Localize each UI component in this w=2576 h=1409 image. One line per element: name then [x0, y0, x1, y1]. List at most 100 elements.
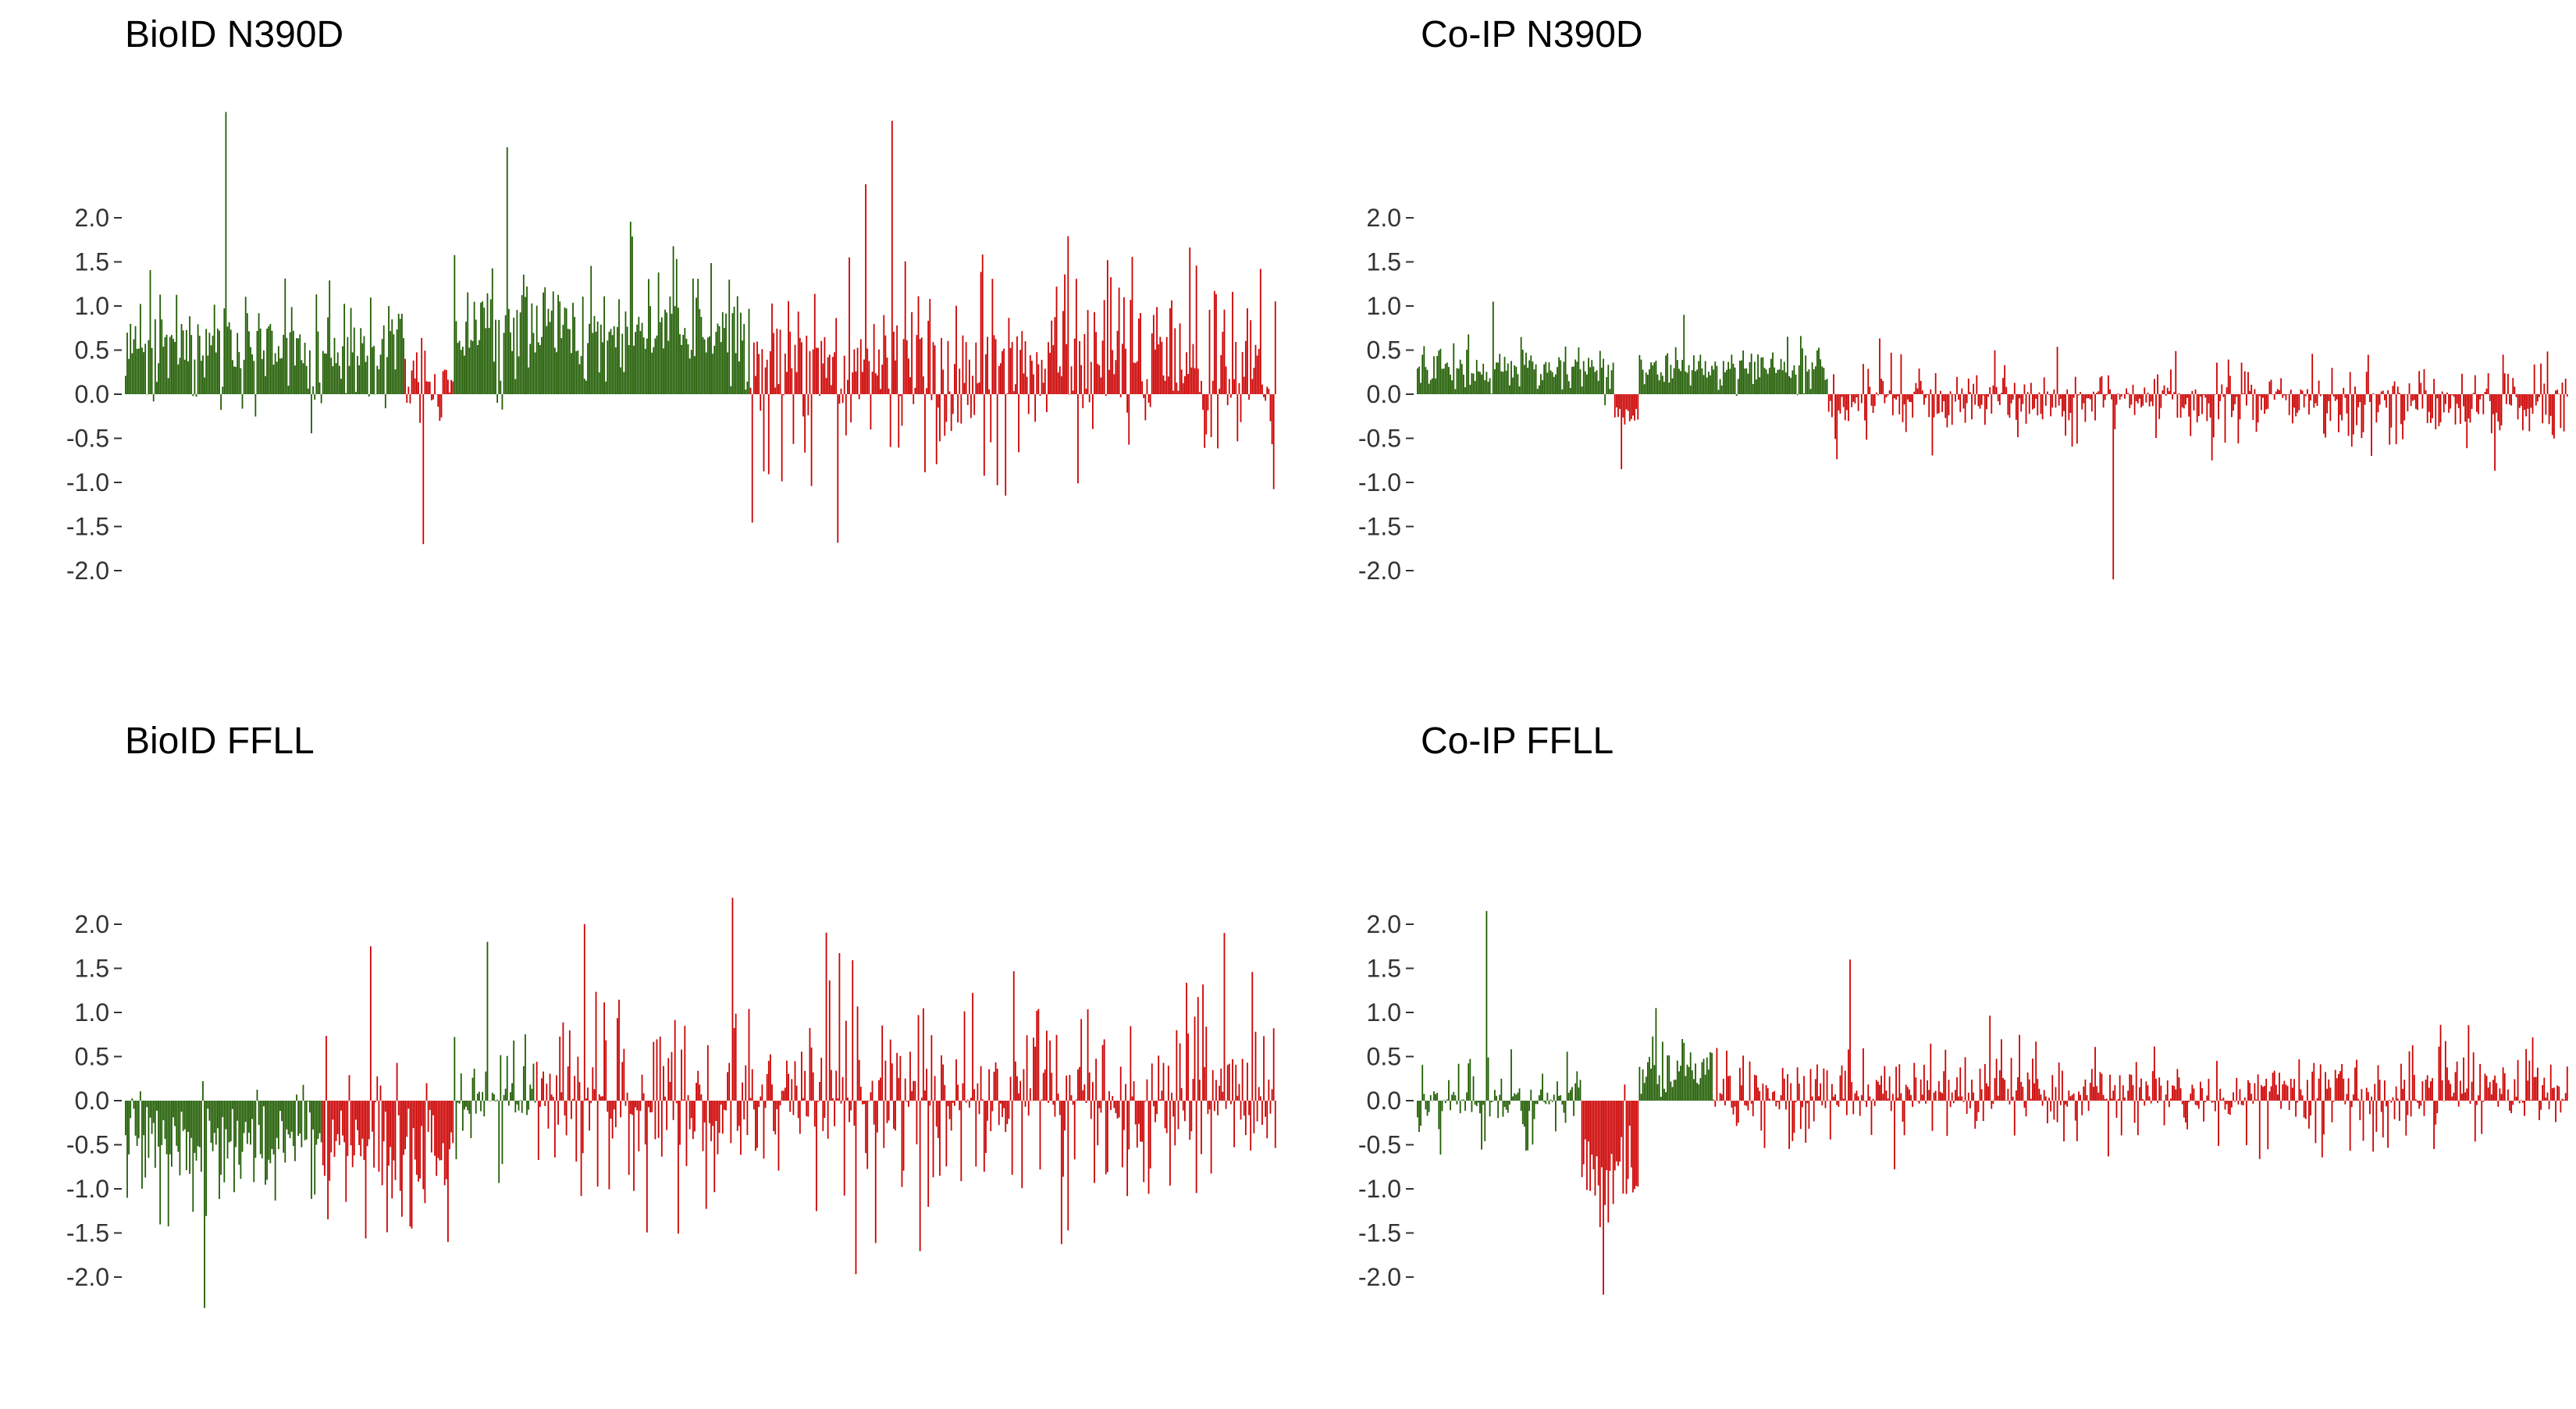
- bar: [1652, 1036, 1654, 1101]
- bar: [1272, 394, 1275, 489]
- bar: [1980, 1089, 1983, 1101]
- bar: [353, 1101, 355, 1156]
- bar: [865, 1101, 866, 1154]
- y-tick-label: 1.5: [1367, 955, 1401, 983]
- bar: [1201, 380, 1202, 394]
- bar: [1670, 1081, 1672, 1101]
- bar: [1903, 1101, 1905, 1136]
- bar: [1110, 1101, 1112, 1110]
- bar: [1973, 383, 1974, 394]
- bar: [1248, 1101, 1250, 1115]
- bar: [2063, 1101, 2065, 1142]
- bar: [375, 1101, 377, 1103]
- bar: [1635, 394, 1638, 409]
- bar: [682, 334, 685, 394]
- bar: [1795, 374, 1797, 394]
- bar: [189, 1101, 190, 1174]
- bar: [2466, 1088, 2468, 1101]
- bar: [1752, 384, 1754, 394]
- bar: [169, 1101, 171, 1155]
- bar: [458, 1101, 461, 1104]
- bar: [455, 321, 457, 394]
- bar: [1184, 375, 1186, 394]
- bar: [789, 1101, 792, 1112]
- bar: [2417, 394, 2418, 411]
- bar: [777, 1101, 780, 1171]
- bar: [1627, 394, 1629, 411]
- bar: [1581, 1101, 1583, 1177]
- bar: [2069, 394, 2072, 414]
- bar: [1966, 394, 1968, 404]
- bar: [893, 331, 895, 394]
- bar: [200, 1101, 202, 1172]
- bar: [399, 318, 401, 394]
- bar: [930, 1035, 933, 1101]
- bar: [935, 1101, 938, 1127]
- bar: [1791, 370, 1794, 394]
- bar: [2013, 382, 2016, 394]
- bar: [2023, 384, 2026, 394]
- bar: [674, 306, 676, 394]
- bar: [1930, 1043, 1932, 1101]
- bar: [329, 1101, 331, 1181]
- bar: [2197, 394, 2200, 417]
- bar: [2472, 393, 2475, 394]
- bar: [351, 352, 354, 394]
- bar: [721, 311, 724, 394]
- bar: [272, 365, 275, 394]
- bar: [1717, 390, 1720, 394]
- bar: [1468, 1063, 1470, 1101]
- bar: [1906, 1087, 1909, 1101]
- bar: [2450, 1083, 2452, 1101]
- bar: [419, 394, 421, 423]
- bar: [667, 340, 670, 394]
- bar: [470, 1101, 472, 1138]
- bar: [1248, 394, 1250, 400]
- bar: [1731, 1101, 1733, 1108]
- bar: [1578, 1087, 1580, 1101]
- bar: [1039, 1101, 1041, 1170]
- bar: [2375, 1101, 2378, 1132]
- bar: [922, 376, 924, 394]
- bar: [664, 309, 666, 394]
- bar: [756, 341, 758, 394]
- bar: [1765, 1085, 1767, 1101]
- bar: [2214, 1101, 2216, 1112]
- bar: [2096, 393, 2098, 394]
- bar: [461, 347, 464, 394]
- bar: [1829, 394, 1831, 401]
- bar: [2033, 394, 2035, 409]
- bar: [323, 353, 326, 394]
- bar: [2194, 1101, 2197, 1105]
- bar: [1805, 355, 1807, 394]
- bar: [301, 360, 303, 394]
- bar: [414, 378, 416, 394]
- bar: [2343, 1078, 2345, 1101]
- bar: [1961, 388, 1963, 394]
- bar: [937, 1101, 939, 1138]
- bar: [302, 363, 304, 394]
- bar: [1115, 1101, 1117, 1113]
- bar: [993, 1071, 995, 1101]
- bar: [1573, 1101, 1574, 1116]
- bar: [537, 1101, 539, 1160]
- bar: [419, 1101, 421, 1179]
- bar: [1271, 394, 1273, 445]
- bar: [1561, 1101, 1564, 1105]
- bar: [1436, 356, 1439, 394]
- bar: [792, 1101, 795, 1115]
- bar: [1037, 1009, 1040, 1101]
- bar: [1831, 394, 1833, 418]
- bar: [724, 1101, 725, 1110]
- bar: [414, 1101, 416, 1160]
- bar: [2273, 394, 2275, 400]
- bar: [2518, 394, 2521, 408]
- bar: [2137, 394, 2139, 404]
- bar: [947, 1101, 949, 1107]
- bar: [2188, 394, 2190, 417]
- bar: [1536, 389, 1539, 394]
- bar: [1826, 1070, 1828, 1101]
- bar: [2530, 394, 2532, 408]
- bar: [760, 1096, 762, 1101]
- bar: [688, 1101, 691, 1130]
